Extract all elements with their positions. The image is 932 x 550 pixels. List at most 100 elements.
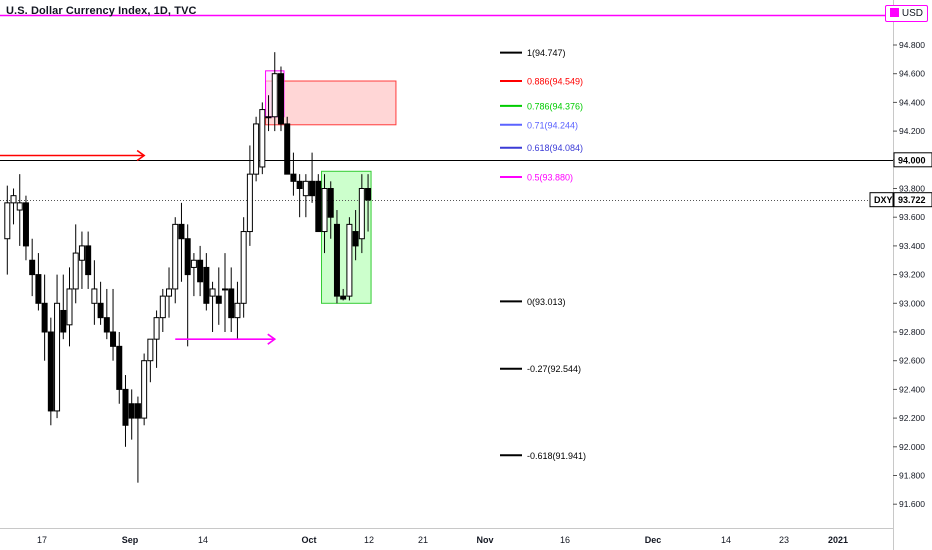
price-tick-label: 94.400 — [899, 97, 925, 107]
candle — [222, 253, 228, 332]
price-tick-label: 92.400 — [899, 384, 925, 394]
candle — [16, 174, 23, 246]
fib-level: 0.886(94.549) — [500, 77, 583, 87]
candle — [41, 274, 48, 361]
candle — [346, 217, 353, 301]
candle — [358, 174, 365, 254]
time-axis[interactable]: 17 Sep 14 Oct 12 21 Nov 16 Dec 14 23 2021 — [0, 528, 893, 550]
price-tick-label: 94.600 — [899, 69, 925, 79]
candle — [271, 52, 278, 132]
candle-body — [197, 259, 204, 283]
currency-label: USD — [901, 8, 923, 19]
candle-body — [253, 123, 260, 175]
candle-body — [203, 266, 210, 304]
candle-body — [91, 288, 98, 304]
candle — [240, 217, 247, 318]
candle — [190, 253, 197, 297]
candle-body — [29, 259, 36, 276]
candle — [29, 238, 36, 297]
fib-label: 0.618(94.084) — [527, 143, 583, 153]
candle — [91, 260, 98, 325]
candle — [315, 174, 322, 233]
candle-body — [72, 252, 79, 290]
candle — [66, 267, 73, 347]
candle — [246, 145, 253, 246]
price-tick-label: 93.000 — [899, 298, 925, 308]
fib-level: 0.71(94.244) — [500, 120, 578, 130]
price-tick-label: 92.600 — [899, 356, 925, 366]
candle — [85, 231, 92, 289]
candle-body — [54, 302, 61, 412]
candle-body — [327, 188, 334, 218]
symbol-label: DXY — [874, 195, 893, 205]
candle-body — [271, 73, 278, 118]
price-axis[interactable]: 94.800 94.600 94.400 94.200 94.000 93.800 93.6… — [869, 0, 932, 550]
candle — [72, 224, 79, 304]
fib-level: 0.5(93.880) — [500, 173, 573, 183]
candle-body — [222, 288, 228, 291]
currency-badge[interactable]: USD — [884, 5, 928, 22]
candle — [234, 281, 241, 340]
candle — [302, 174, 309, 218]
candle-body — [103, 317, 110, 333]
fib-level: -0.27(92.544) — [500, 364, 581, 374]
time-label: 14 — [198, 535, 208, 545]
candle-body — [172, 223, 179, 290]
candle-body — [340, 295, 347, 300]
candle-body — [365, 188, 372, 201]
candle — [259, 102, 266, 175]
fib-level: 0(93.013) — [500, 297, 566, 307]
arrow-head — [136, 149, 146, 162]
fib-label: -0.618(91.941) — [527, 451, 586, 461]
candle — [22, 195, 29, 261]
candle-body — [184, 238, 191, 276]
candle — [147, 338, 154, 383]
time-label: 21 — [418, 535, 428, 545]
candle — [209, 281, 216, 332]
price-tick-label: 92.200 — [899, 413, 925, 423]
price-tick-label: 91.600 — [899, 499, 925, 509]
time-label: Sep — [122, 535, 139, 545]
candle — [265, 95, 272, 132]
candle — [54, 274, 61, 419]
fib-label: 1(94.747) — [527, 48, 566, 58]
candle-body — [209, 288, 216, 297]
fib-level: 0.618(94.084) — [500, 143, 583, 153]
price-tick-label: 92.000 — [899, 442, 925, 452]
price-tick-label: 93.800 — [899, 184, 925, 194]
candle-body — [10, 195, 17, 204]
candle-body — [66, 288, 73, 326]
candle-body — [284, 123, 291, 175]
candle-body — [302, 180, 309, 197]
candle-body — [166, 288, 173, 297]
symbol-badge — [869, 192, 894, 208]
candle-body — [290, 173, 297, 182]
candle — [172, 217, 179, 304]
candle-body — [97, 302, 104, 319]
price-tick-label: 94.200 — [899, 126, 925, 136]
price-tick-label: 93.400 — [899, 241, 925, 251]
time-label: 12 — [364, 535, 374, 545]
candle-body — [116, 345, 123, 390]
candle-body — [110, 331, 117, 347]
candle-body — [246, 173, 253, 233]
candle-body — [178, 223, 185, 240]
time-label: 2021 — [828, 535, 848, 545]
level-badge — [893, 152, 932, 168]
candle — [60, 274, 67, 340]
candle-body — [277, 73, 284, 125]
candle — [228, 267, 235, 332]
candle-body — [22, 202, 29, 247]
fib-levels: 1(94.747) 0.886(94.549) 0.786(94.376) 0.71(… — [500, 48, 586, 461]
candle — [103, 288, 110, 340]
candle-body — [128, 403, 135, 419]
candle-body — [41, 302, 48, 333]
candle-body — [352, 231, 359, 247]
candle-body — [259, 109, 266, 168]
candle-body — [346, 223, 353, 297]
candle — [78, 231, 85, 289]
level-badge-label: 94.000 — [898, 155, 926, 165]
time-label: Oct — [301, 535, 316, 545]
chart-title: U.S. Dollar Currency Index, 1D, TVC — [6, 5, 197, 17]
